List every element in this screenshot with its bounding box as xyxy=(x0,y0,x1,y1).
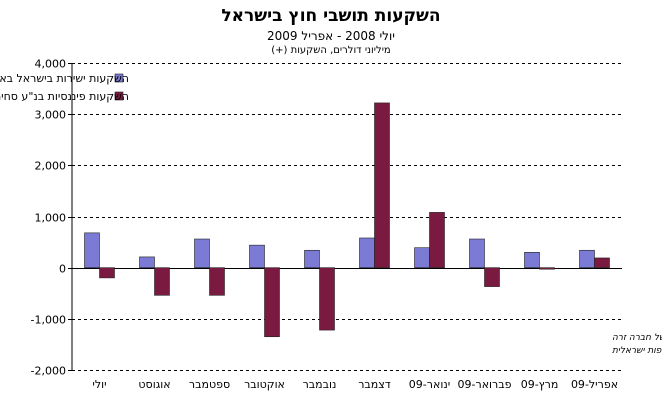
bar-financial-investment xyxy=(374,102,390,268)
legend-label: השקעות ישירות בישראל באמצעות הבנקים xyxy=(0,72,129,85)
x-tick-label: אוגוסט xyxy=(138,378,170,391)
x-tick-label: נובמבר xyxy=(303,378,337,391)
bar-financial-investment xyxy=(594,257,610,268)
x-tick-label: פברואר-09 xyxy=(458,378,512,391)
bar-direct-investment xyxy=(84,232,100,268)
x-tick-label: אוקטובר xyxy=(244,378,285,391)
y-tick-label: 2,000 xyxy=(35,160,67,173)
bar-direct-investment xyxy=(359,237,375,268)
annotation-note: דצמבר כולל רכישה גדולה של חברה זרה xyxy=(612,333,662,343)
bar-financial-investment xyxy=(99,267,115,279)
legend-label: השקעות פיננסיות בנ"ע סחירים xyxy=(0,90,129,103)
bar-financial-investment xyxy=(319,267,335,331)
x-tick-label: דצמבר xyxy=(358,378,391,391)
bar-financial-investment xyxy=(539,267,555,270)
bar-financial-investment xyxy=(154,267,170,296)
bar-financial-investment xyxy=(429,212,445,268)
bar-direct-investment xyxy=(139,256,155,268)
x-tick-label: מרץ-09 xyxy=(521,378,559,391)
y-tick-label: 3,000 xyxy=(35,109,67,122)
bar-direct-investment xyxy=(469,238,485,268)
x-tick-label: יולי xyxy=(92,378,106,391)
annotation-note: ע"י חברת תרופות ישראלית xyxy=(612,346,662,356)
y-tick-label: 1,000 xyxy=(35,212,67,225)
bar-direct-investment xyxy=(304,249,320,268)
bar-direct-investment xyxy=(194,238,210,268)
bar-financial-investment xyxy=(484,267,500,287)
x-tick-label: ספטמבר xyxy=(189,378,230,391)
x-tick-label: אפריל-09 xyxy=(571,378,618,391)
bar-direct-investment xyxy=(249,244,265,268)
legend-swatch xyxy=(114,91,124,101)
y-tick-label: 0 xyxy=(59,263,66,276)
y-tick-label: -1,000 xyxy=(31,314,66,327)
y-tick-label: 4,000 xyxy=(35,58,67,71)
legend-swatch xyxy=(114,73,124,83)
units-label: מיליוני דולרים, השקעות (+) xyxy=(271,45,391,56)
bar-financial-investment xyxy=(264,267,280,338)
chart-title: השקעות תושבי חוץ בישראל xyxy=(221,6,441,26)
bar-financial-investment xyxy=(209,267,225,296)
y-tick-label: -2,000 xyxy=(31,365,66,378)
bar-direct-investment xyxy=(524,252,540,268)
chart-subtitle: יולי 2008 - אפריל 2009 xyxy=(267,29,395,43)
bar-direct-investment xyxy=(579,249,595,268)
legend-box xyxy=(107,68,339,108)
x-tick-label: ינואר-09 xyxy=(409,378,450,391)
bar-direct-investment xyxy=(414,247,430,268)
